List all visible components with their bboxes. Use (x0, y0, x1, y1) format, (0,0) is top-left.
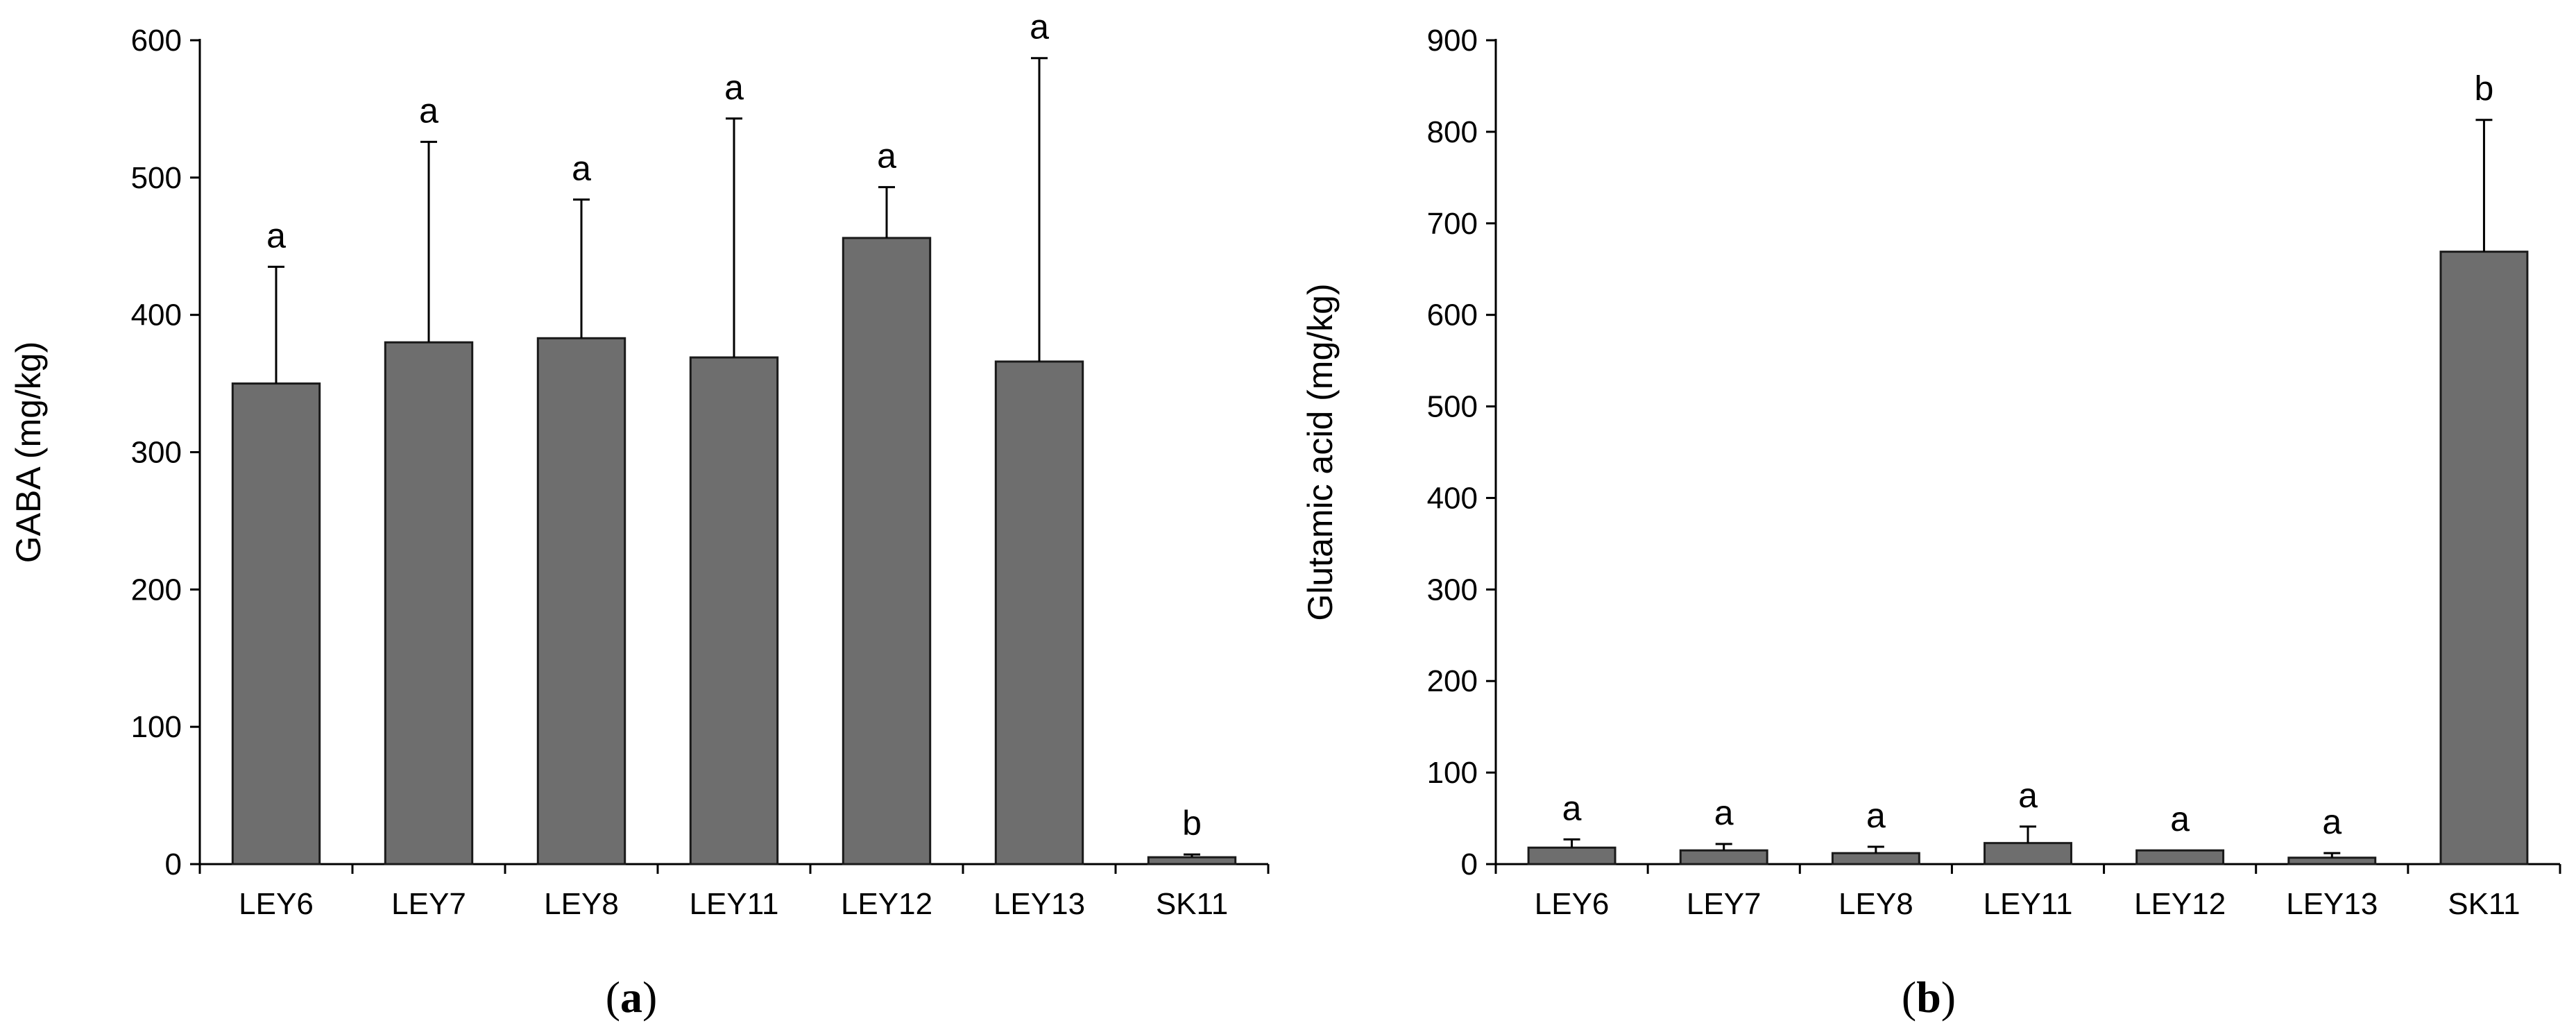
y-tick-label: 300 (131, 436, 182, 470)
significance-letter: b (1182, 804, 1202, 843)
x-tick-label: SK11 (2448, 887, 2520, 921)
chart-panel-b: 0 100 200 300 400 500 600 700 800 900 a LEY6 a LEY7 a L… (1301, 24, 2561, 1022)
x-tick-label: LEY8 (544, 887, 619, 921)
significance-letter: a (2322, 802, 2342, 841)
x-tick-label: LEY12 (841, 887, 932, 921)
y-tick-label: 500 (1427, 390, 1478, 424)
bar (231, 382, 321, 866)
y-tick-label: 200 (1427, 664, 1478, 698)
y-tick-label: 200 (131, 573, 182, 607)
panel-label: (b) (1902, 972, 1956, 1022)
bar (2287, 856, 2377, 866)
x-tick-label: LEY6 (1535, 887, 1610, 921)
bar (1831, 852, 1920, 866)
y-tick-label: 300 (1427, 573, 1478, 607)
significance-letter: a (2170, 800, 2190, 838)
significance-letter: a (1714, 793, 1734, 832)
significance-letter: a (1866, 796, 1886, 835)
bar (1984, 842, 2072, 866)
y-tick-label: 900 (1427, 24, 1478, 58)
y-tick-label: 0 (1461, 847, 1478, 881)
x-tick-label: LEY13 (2286, 887, 2378, 921)
bar (1527, 846, 1617, 866)
y-tick-label: 600 (1427, 298, 1478, 332)
bar (1679, 849, 1768, 866)
significance-letter: a (2018, 776, 2038, 815)
y-tick-label: 400 (1427, 481, 1478, 515)
y-tick-label: 800 (1427, 115, 1478, 149)
y-axis-title: GABA (mg/kg) (9, 341, 48, 564)
bar (2439, 251, 2529, 866)
x-tick-label: LEY7 (391, 887, 466, 921)
bar (1147, 856, 1237, 866)
y-tick-label: 500 (131, 161, 182, 195)
x-tick-label: LEY11 (690, 887, 779, 921)
x-tick-label: LEY11 (1984, 887, 2073, 921)
y-tick-label: 0 (165, 847, 182, 881)
y-tick-label: 600 (131, 24, 182, 58)
x-tick-label: SK11 (1156, 887, 1228, 921)
significance-letter: a (1562, 788, 1582, 827)
bar (994, 360, 1084, 866)
bar (384, 341, 474, 866)
x-tick-label: LEY12 (2134, 887, 2226, 921)
x-tick-label: LEY13 (993, 887, 1085, 921)
significance-letter: a (266, 216, 286, 255)
y-axis-title: Glutamic acid (mg/kg) (1301, 283, 1340, 620)
significance-letter: a (572, 149, 591, 187)
x-tick-label: LEY7 (1687, 887, 1762, 921)
significance-letter: a (419, 91, 438, 130)
bar (536, 337, 626, 866)
y-tick-label: 400 (131, 298, 182, 332)
chart-panel-a: 0 100 200 300 400 500 600 a LEY6 a LEY7 a LEY8 a LEY11… (9, 8, 1270, 1022)
significance-letter: a (877, 137, 896, 176)
bar (842, 237, 932, 866)
bar (689, 356, 779, 866)
significance-letter: a (724, 68, 744, 107)
y-tick-label: 700 (1427, 207, 1478, 241)
panel-label: (a) (606, 972, 658, 1022)
panel-letter: a (620, 972, 642, 1022)
panel-letter: b (1916, 972, 1941, 1022)
x-tick-label: LEY8 (1839, 887, 1913, 921)
bar (2135, 849, 2225, 866)
y-tick-label: 100 (131, 710, 182, 744)
significance-letter: a (1030, 8, 1049, 47)
x-tick-label: LEY6 (239, 887, 314, 921)
y-tick-label: 100 (1427, 756, 1478, 790)
significance-letter: b (2475, 69, 2494, 108)
